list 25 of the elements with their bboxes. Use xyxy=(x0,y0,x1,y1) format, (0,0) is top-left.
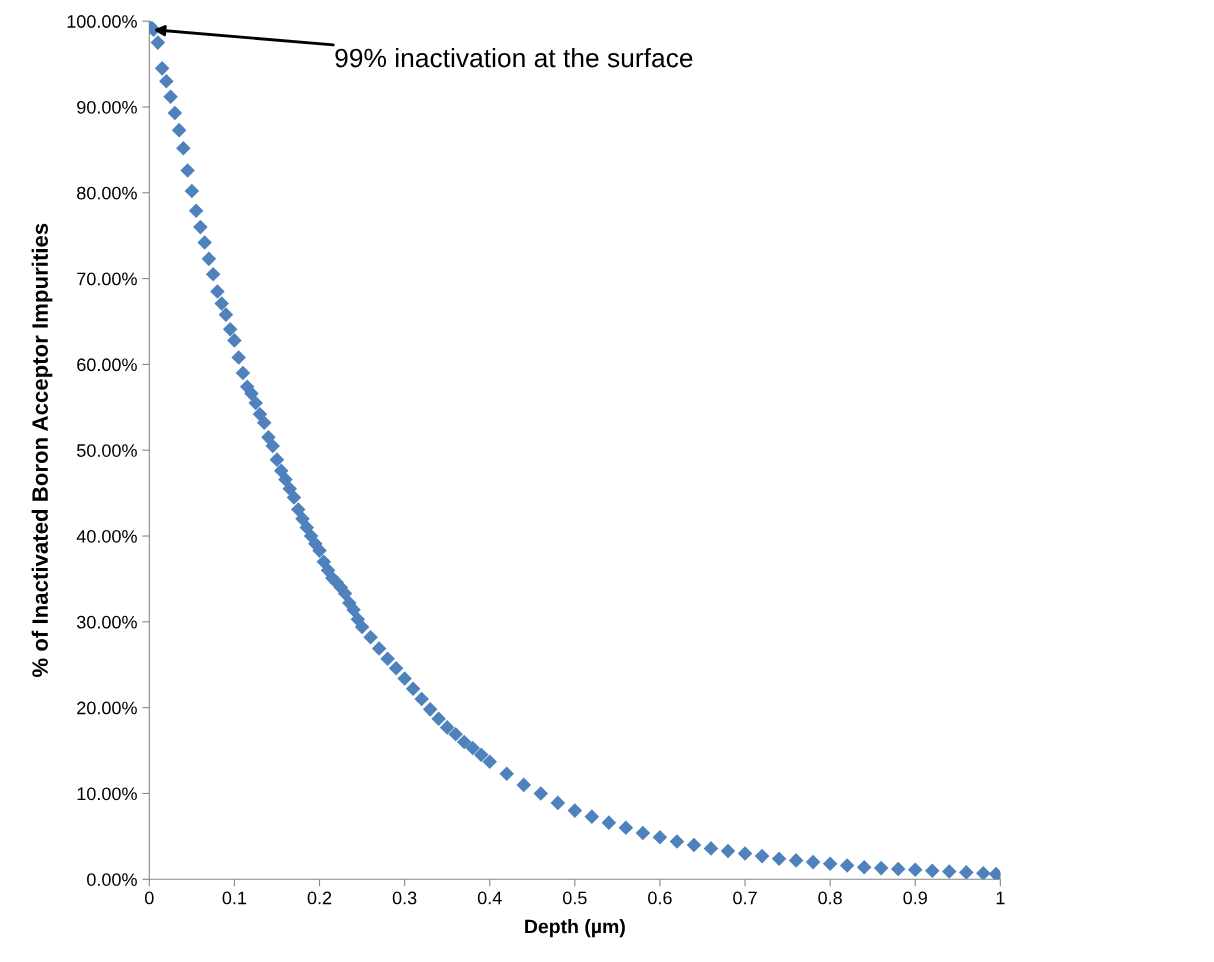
y-tick-label: 100.00% xyxy=(67,15,137,28)
y-tick-label: 40.00% xyxy=(76,529,137,543)
y-tick-label: 30.00% xyxy=(76,615,137,629)
x-tick-label: 1 xyxy=(996,891,1005,905)
y-tick-label: 90.00% xyxy=(77,100,137,114)
y-tick-label: 70.00% xyxy=(77,272,137,286)
x-tick-label: 0.5 xyxy=(562,891,587,905)
annotation: 99% inactivation at the surface xyxy=(335,48,693,68)
x-axis-title: Depth (µm) xyxy=(525,919,625,938)
x-tick-label: 0.4 xyxy=(477,891,502,905)
x-tick-label: 0.7 xyxy=(733,891,757,905)
y-tick-label: 80.00% xyxy=(77,186,137,200)
x-tick-label: 0.1 xyxy=(222,891,247,905)
x-tick-label: 0 xyxy=(145,891,154,905)
x-tick-label: 0.9 xyxy=(903,891,927,905)
y-axis-title: % of Inactivated Boron Acceptor Impurities xyxy=(31,223,53,678)
x-tick-label: 0.6 xyxy=(648,891,672,905)
x-tick-label: 0.3 xyxy=(392,891,417,905)
x-tick-label: 0.2 xyxy=(307,891,332,905)
y-tick-label: 60.00% xyxy=(77,358,137,372)
y-tick-label: 10.00% xyxy=(77,787,137,801)
y-tick-label: 0.00% xyxy=(87,873,137,886)
y-tick-label: 50.00% xyxy=(77,444,137,457)
y-tick-label: 20.00% xyxy=(77,701,137,715)
x-tick-label: 0.8 xyxy=(818,891,842,905)
